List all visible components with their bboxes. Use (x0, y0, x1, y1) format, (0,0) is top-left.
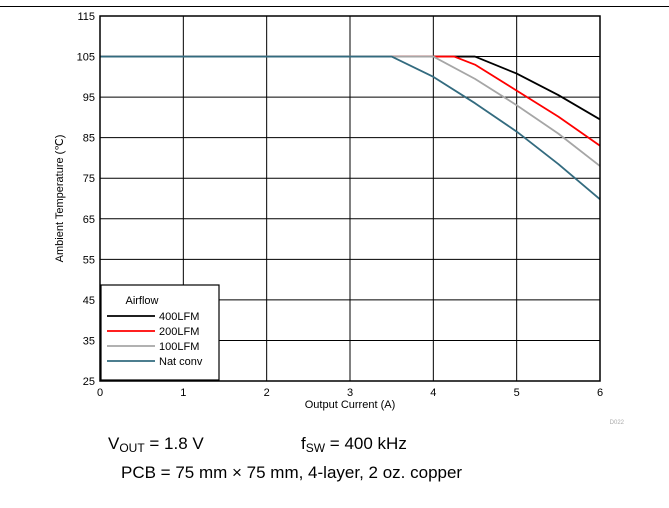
x-tick-label: 4 (430, 387, 436, 399)
vout-subscript: OUT (119, 441, 145, 455)
y-tick-label: 85 (83, 133, 95, 145)
top-rule (0, 6, 669, 7)
vout-condition: VOUT = 1.8 V (108, 434, 204, 455)
fsw-symbol: f (301, 434, 306, 453)
y-tick-label: 95 (83, 92, 95, 104)
x-tick-label: 6 (597, 387, 603, 399)
x-tick-label: 1 (180, 387, 186, 399)
y-tick-label: 35 (83, 335, 95, 347)
y-tick-label: 75 (83, 173, 95, 185)
y-tick-labels: 25 35 45 55 65 75 85 95 105 115 (77, 11, 95, 388)
x-tick-label: 2 (264, 387, 270, 399)
y-tick-label: 105 (77, 52, 95, 64)
legend-label: Nat conv (159, 356, 203, 368)
y-tick-label: 25 (83, 376, 95, 388)
y-axis-title: Ambient Temperature (℃) (54, 135, 66, 263)
fsw-condition: fSW = 400 kHz (301, 434, 407, 455)
pcb-condition: PCB = 75 mm × 75 mm, 4-layer, 2 oz. copp… (121, 463, 463, 482)
x-tick-label: 3 (347, 387, 353, 399)
x-axis-title: Output Current (A) (305, 399, 395, 411)
y-tick-label: 45 (83, 295, 95, 307)
series-group (100, 55, 601, 200)
x-tick-label: 0 (97, 387, 103, 399)
vout-symbol: V (108, 434, 120, 453)
plot-frame (99, 15, 601, 382)
y-tick-label: 115 (77, 11, 95, 23)
figure-code: D022 (610, 420, 625, 426)
x-tick-labels: 0 1 2 3 4 5 6 (97, 387, 603, 399)
legend-label: 100LFM (159, 341, 199, 353)
legend-label: 200LFM (159, 326, 199, 338)
fsw-value: = 400 kHz (325, 434, 407, 453)
y-tick-label: 65 (83, 214, 95, 226)
x-tick-label: 5 (514, 387, 520, 399)
legend-label: 400LFM (159, 311, 199, 323)
legend-box (100, 284, 220, 381)
y-tick-label: 55 (83, 254, 95, 266)
fsw-subscript: SW (305, 441, 326, 455)
series-line-nat-conv (100, 55, 601, 200)
vout-value: = 1.8 V (144, 434, 204, 453)
legend-title: Airflow (125, 295, 158, 307)
